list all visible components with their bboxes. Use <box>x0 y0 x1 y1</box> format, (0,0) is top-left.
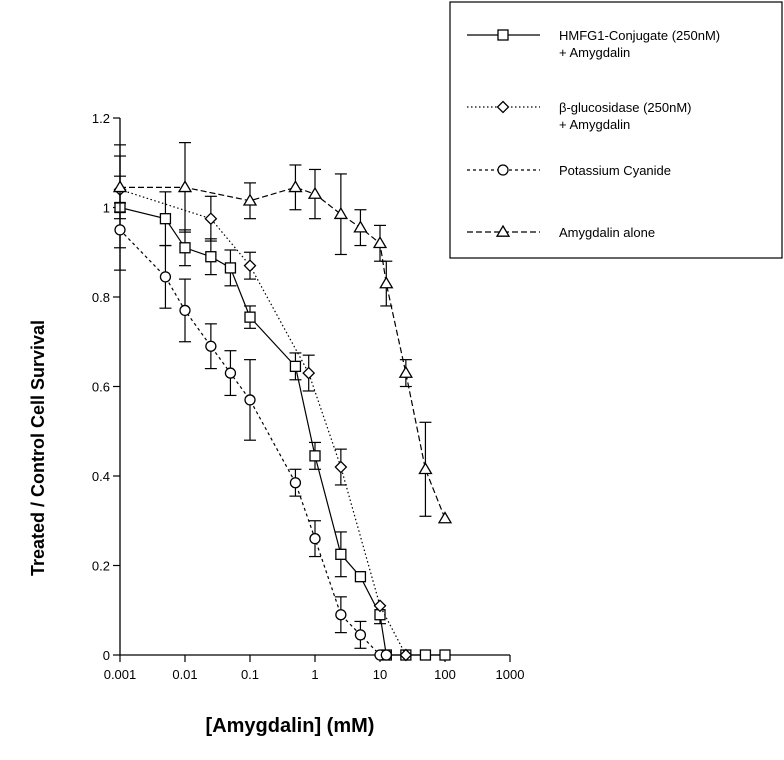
data-point <box>379 276 394 289</box>
data-point <box>244 311 256 323</box>
data-point <box>204 212 218 226</box>
x-tick-label: 0.01 <box>172 667 197 682</box>
x-tick-label: 1 <box>311 667 318 682</box>
x-axis-title: [Amygdalin] (mM) <box>206 715 375 737</box>
axes: 0 0.2 0.4 0.6 0.8 1 1.2 0.001 0.01 0.1 1 10 100 1000 <box>92 111 525 682</box>
data-point <box>159 213 172 225</box>
legend-label: + Amygdalin <box>559 117 630 132</box>
data-point <box>205 251 217 263</box>
y-tick-label: 1 <box>103 201 110 216</box>
data-point <box>439 649 451 661</box>
x-tick-label: 100 <box>434 667 456 682</box>
data-point <box>159 271 172 283</box>
data-point <box>224 367 237 379</box>
x-tick-label: 1000 <box>496 667 525 682</box>
data-point <box>335 609 347 621</box>
data-point <box>307 186 323 199</box>
data-point <box>354 629 367 641</box>
legend: HMFG1-Conjugate (250nM) + Amygdalin β-gluc… <box>449 1 783 259</box>
y-axis-title: Treated / Control Cell Survival <box>28 320 48 576</box>
data-point <box>288 180 303 193</box>
data-point <box>353 220 368 233</box>
data-point <box>373 599 387 613</box>
legend-label: β-glucosidase (250nM) <box>559 100 691 115</box>
data-point <box>224 262 237 274</box>
data-point <box>112 180 128 193</box>
data-point <box>243 259 257 273</box>
y-tick-label: 0.4 <box>92 469 110 484</box>
data-point <box>179 304 191 317</box>
y-tick-label: 0.6 <box>92 380 110 395</box>
x-tick-label: 10 <box>373 667 387 682</box>
legend-box <box>449 1 783 259</box>
y-tick-label: 0.2 <box>92 559 110 574</box>
data-point <box>242 193 258 206</box>
series-line <box>120 186 446 519</box>
plot-series <box>112 142 453 662</box>
data-point <box>437 511 453 524</box>
x-tick-label: 0.001 <box>104 667 137 682</box>
legend-label: + Amygdalin <box>559 45 630 60</box>
legend-marker <box>495 224 511 237</box>
legend-label: HMFG1-Conjugate (250nM) <box>559 28 720 43</box>
data-point <box>419 649 432 661</box>
legend-marker <box>497 29 509 41</box>
data-point <box>302 366 316 380</box>
y-tick-label: 0.8 <box>92 290 110 305</box>
y-tick-label: 0 <box>103 648 110 663</box>
series-triangle <box>112 142 453 524</box>
data-point <box>244 394 256 406</box>
y-tick-label: 1.2 <box>92 111 110 126</box>
series-line <box>119 229 387 656</box>
legend-marker <box>497 164 509 176</box>
legend-label: Amygdalin alone <box>559 225 655 240</box>
data-point <box>289 477 302 489</box>
legend-marker <box>496 100 510 114</box>
data-point <box>309 450 321 462</box>
data-point <box>333 206 349 220</box>
data-point <box>334 460 348 474</box>
data-point <box>114 224 126 236</box>
x-tick-label: 0.1 <box>241 667 259 682</box>
data-point <box>354 571 367 583</box>
data-point <box>372 236 388 249</box>
data-point <box>309 533 321 545</box>
data-point <box>380 649 392 661</box>
series-square <box>114 144 451 661</box>
data-point <box>179 242 191 254</box>
data-point <box>399 648 413 662</box>
data-point <box>398 365 414 378</box>
data-point <box>205 340 217 352</box>
data-point <box>289 360 302 373</box>
data-point <box>418 462 433 475</box>
series-circle <box>114 211 392 661</box>
legend-label: Potassium Cyanide <box>559 163 671 178</box>
data-point <box>335 548 347 560</box>
data-point <box>177 180 193 193</box>
